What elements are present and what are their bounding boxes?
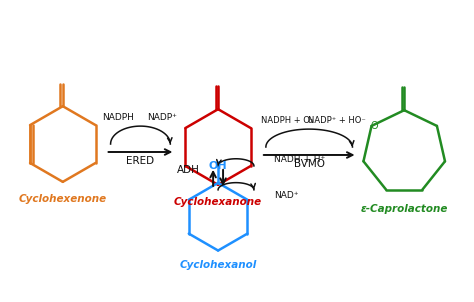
Text: ERED: ERED (127, 156, 155, 166)
Text: ε-Caprolactone: ε-Caprolactone (361, 204, 448, 214)
Text: NADP⁺ + HO⁻: NADP⁺ + HO⁻ (308, 116, 366, 125)
Text: NADPH + O₂: NADPH + O₂ (261, 116, 313, 125)
Text: NAD⁺: NAD⁺ (274, 191, 298, 200)
Text: Cyclohexanol: Cyclohexanol (180, 261, 257, 271)
Text: NADPH: NADPH (102, 113, 135, 122)
Text: Cyclohexanone: Cyclohexanone (174, 197, 262, 207)
Text: ADH: ADH (177, 165, 200, 175)
Text: NADH + H⁺: NADH + H⁺ (274, 156, 325, 165)
Text: OH: OH (209, 161, 228, 171)
Text: BVMO: BVMO (294, 159, 325, 169)
Text: Cyclohexenone: Cyclohexenone (19, 194, 107, 204)
Text: NADP⁺: NADP⁺ (147, 113, 177, 122)
Text: O: O (371, 121, 378, 131)
